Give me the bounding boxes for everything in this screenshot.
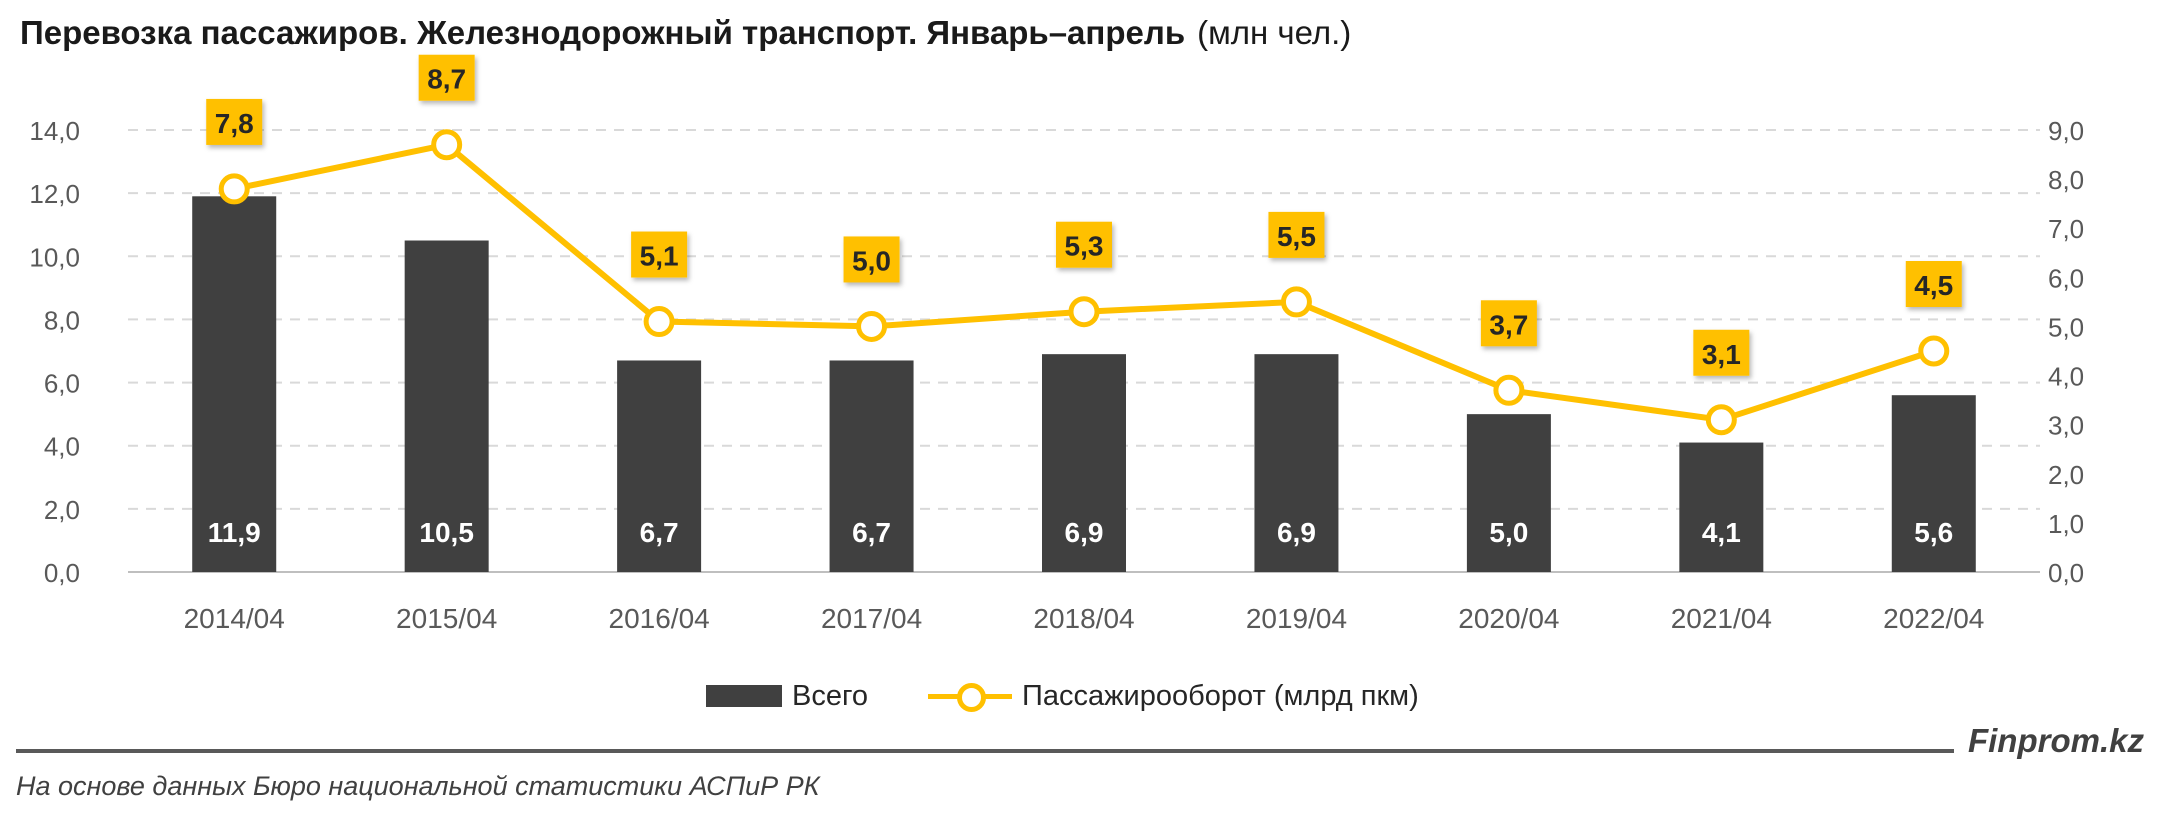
bar-value-label: 6,9 xyxy=(1277,517,1316,548)
bar-value-label: 5,6 xyxy=(1914,517,1953,548)
right-tick-label: 2,0 xyxy=(2048,460,2084,490)
line-point xyxy=(1705,404,1737,436)
legend-line-swatch xyxy=(928,681,1013,712)
bar-value-label: 6,7 xyxy=(640,517,679,548)
bar-value-label: 5,0 xyxy=(1489,517,1528,548)
legend-bar-label: Всего xyxy=(792,679,869,712)
bar-value-label: 6,7 xyxy=(852,517,891,548)
bar-value-label: 10,5 xyxy=(419,517,474,548)
x-tick-label: 2018/04 xyxy=(1033,603,1134,634)
legend-line-label: Пассажирооборот (млрд пкм) xyxy=(1022,679,1419,712)
right-tick-label: 3,0 xyxy=(2048,411,2084,441)
bar xyxy=(192,196,277,573)
right-tick-label: 4,0 xyxy=(2048,362,2084,392)
line-value-label: 5,5 xyxy=(1277,221,1316,252)
bar xyxy=(1466,414,1551,572)
left-tick-label: 10,0 xyxy=(29,242,80,272)
bar-value-label: 11,9 xyxy=(208,517,261,548)
left-tick-label: 2,0 xyxy=(44,495,80,525)
line-value-label: 5,3 xyxy=(1065,231,1104,262)
left-tick-label: 4,0 xyxy=(44,432,80,462)
bar-value-label: 4,1 xyxy=(1702,517,1741,548)
line-label-box xyxy=(631,231,688,278)
x-tick-label: 2015/04 xyxy=(396,603,497,634)
line-point xyxy=(431,129,463,161)
line-point xyxy=(1493,374,1525,406)
chart-unit: (млн чел.) xyxy=(1197,14,1352,51)
line-value-label: 5,1 xyxy=(640,241,679,272)
left-tick-label: 8,0 xyxy=(44,305,80,335)
right-tick-label: 9,0 xyxy=(2048,116,2084,146)
bar xyxy=(1254,354,1339,572)
bar xyxy=(617,360,702,572)
bar xyxy=(404,240,489,572)
left-tick-label: 14,0 xyxy=(29,116,80,146)
line-label-box xyxy=(206,98,263,145)
x-axis: 2014/04 2015/04 2016/04 2017/04 2018/04 2019/… xyxy=(184,603,1985,634)
x-tick-label: 2020/04 xyxy=(1458,603,1559,634)
line-value-label: 5,0 xyxy=(852,245,891,276)
x-tick-label: 2021/04 xyxy=(1671,603,1772,634)
right-tick-label: 7,0 xyxy=(2048,214,2084,244)
line-point xyxy=(1068,296,1100,328)
line-label-box xyxy=(418,54,475,101)
line-label-box xyxy=(1480,300,1537,347)
left-tick-label: 6,0 xyxy=(44,369,80,399)
line-label-box xyxy=(843,236,900,283)
chart-title: Перевозка пассажиров. Железнодорожный тр… xyxy=(20,14,1351,52)
right-tick-label: 8,0 xyxy=(2048,165,2084,195)
bar-series: 11,9 10,5 6,7 6,7 6,9 6,9 5,0 4,1 5,6 xyxy=(192,196,1976,573)
line-label-box xyxy=(1056,221,1112,268)
line-point xyxy=(643,306,675,338)
right-tick-label: 6,0 xyxy=(2048,263,2084,293)
line-point xyxy=(218,173,250,205)
line-label-box xyxy=(1268,211,1325,258)
legend-bar-swatch xyxy=(706,685,782,707)
x-tick-label: 2017/04 xyxy=(821,603,922,634)
line-value-label: 3,1 xyxy=(1702,339,1741,370)
line-series: 7,8 8,7 5,1 5,0 5,3 5,5 3,7 3,1 4,5 xyxy=(206,54,1962,436)
footer-rule xyxy=(16,749,1954,753)
x-tick-label: 2019/04 xyxy=(1246,603,1347,634)
bar xyxy=(1679,442,1764,572)
bar xyxy=(1891,395,1976,572)
line-label-box xyxy=(1693,329,1750,376)
right-tick-label: 0,0 xyxy=(2048,558,2084,588)
x-tick-label: 2014/04 xyxy=(184,603,285,634)
right-tick-label: 1,0 xyxy=(2048,509,2084,539)
line-label-box xyxy=(1905,261,1962,307)
right-axis: 0,0 1,0 2,0 3,0 4,0 5,0 6,0 7,0 8,0 9,0 xyxy=(2048,116,2084,588)
bar xyxy=(1042,354,1126,572)
line-value-label: 7,8 xyxy=(215,108,254,139)
bar-value-label: 6,9 xyxy=(1065,517,1104,548)
left-tick-label: 12,0 xyxy=(29,179,80,209)
left-axis: 0,0 2,0 4,0 6,0 8,0 10,0 12,0 14,0 xyxy=(29,116,80,588)
right-tick-label: 5,0 xyxy=(2048,312,2084,342)
line-point xyxy=(1280,286,1312,318)
bar xyxy=(829,360,914,572)
left-tick-label: 0,0 xyxy=(44,558,80,588)
line-value-label: 8,7 xyxy=(427,64,466,95)
line-value-label: 3,7 xyxy=(1489,309,1528,340)
legend: Всего Пассажирооборот (млрд пкм) xyxy=(706,674,1419,718)
line-point xyxy=(1918,335,1950,367)
source-note: На основе данных Бюро национальной стати… xyxy=(16,771,820,801)
line-value-label: 4,5 xyxy=(1914,270,1953,301)
x-tick-label: 2016/04 xyxy=(609,603,710,634)
x-tick-label: 2022/04 xyxy=(1883,603,1984,634)
line-point xyxy=(856,310,888,342)
chart-title-text: Перевозка пассажиров. Железнодорожный тр… xyxy=(20,14,1186,51)
brand-logo: Finprom.kz xyxy=(1967,722,2144,759)
